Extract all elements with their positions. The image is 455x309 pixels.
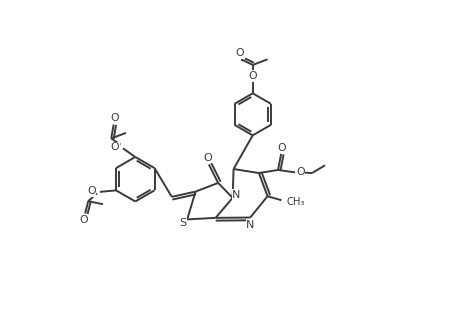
Text: N: N xyxy=(232,190,240,200)
Text: O: O xyxy=(235,48,243,58)
Text: O: O xyxy=(295,167,304,177)
Text: CH₃: CH₃ xyxy=(286,197,304,207)
Text: O: O xyxy=(111,142,119,152)
Text: O: O xyxy=(80,215,88,225)
Text: O: O xyxy=(248,71,257,81)
Text: O: O xyxy=(110,113,118,123)
Text: S: S xyxy=(179,218,186,228)
Text: O: O xyxy=(277,143,286,153)
Text: O: O xyxy=(202,153,211,163)
Text: O: O xyxy=(87,186,96,196)
Text: N: N xyxy=(246,220,254,230)
